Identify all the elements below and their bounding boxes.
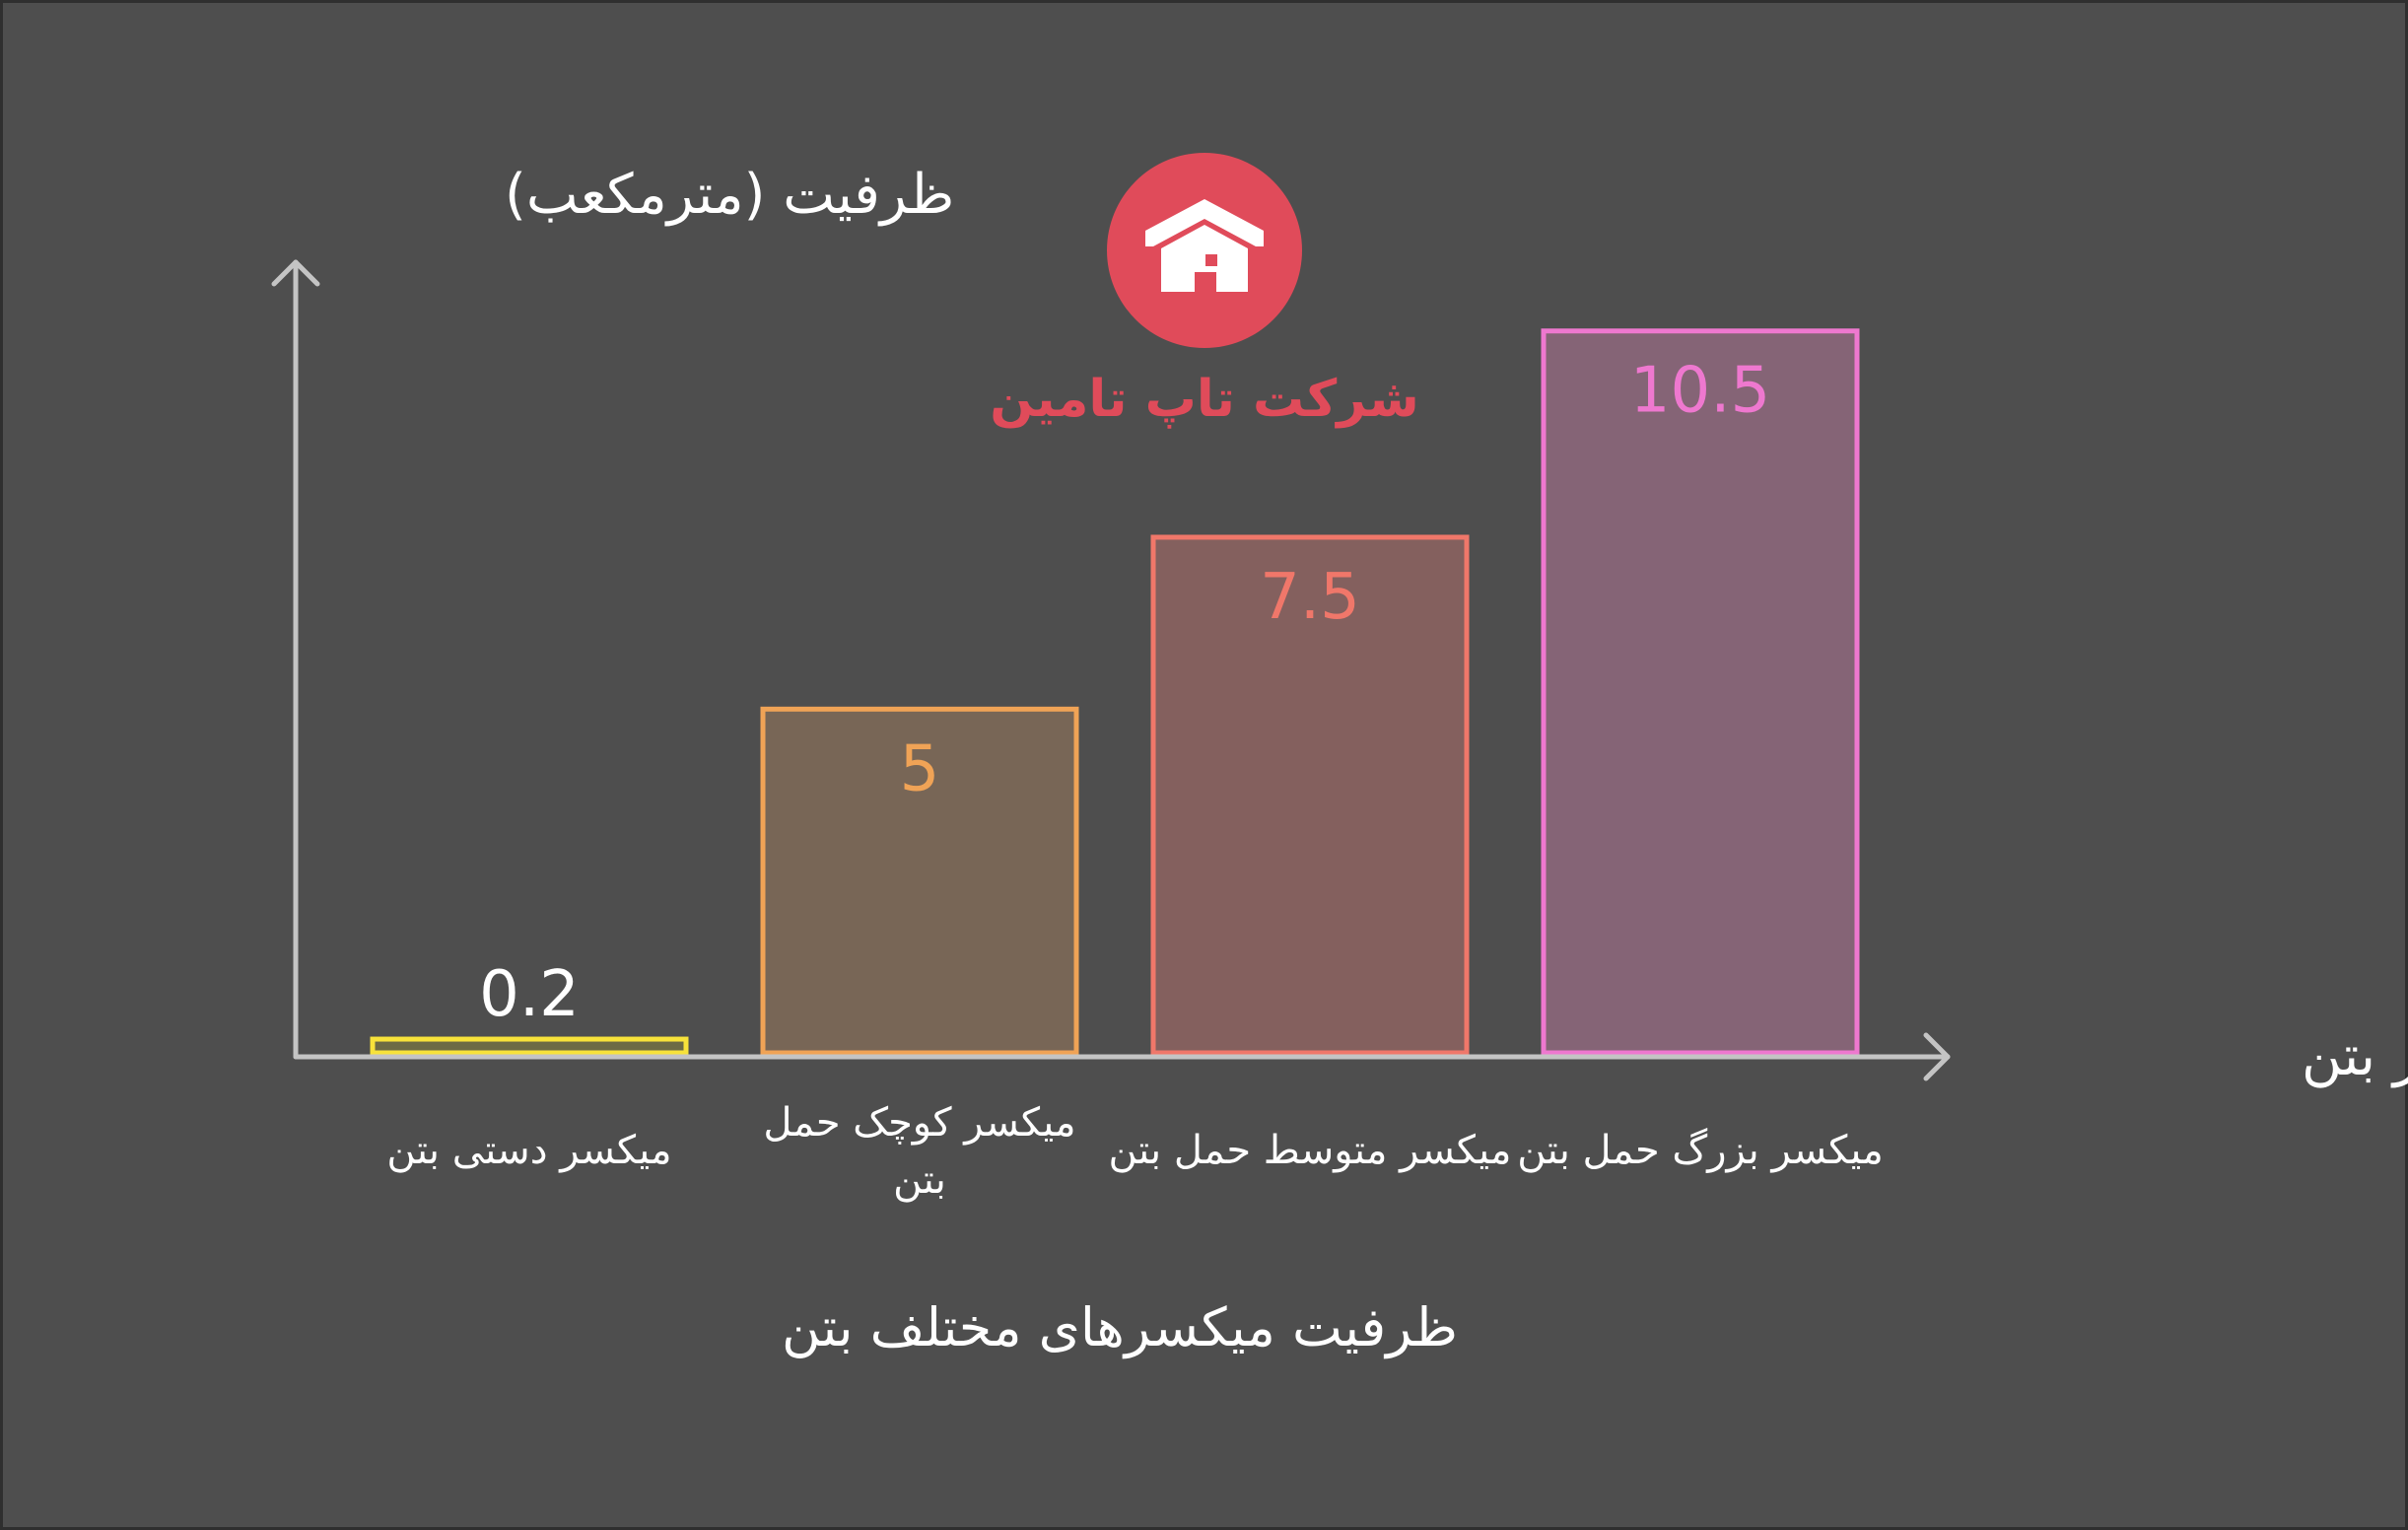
x-axis-arrow-icon xyxy=(1923,1032,1951,1081)
category-label-1: میکسر دستی بتن xyxy=(386,1128,671,1173)
bar-4 xyxy=(1541,328,1860,1056)
value-label-2: 5 xyxy=(900,732,940,805)
bars-group xyxy=(370,328,1860,1056)
category-label-2: میکسر کوچک حمل xyxy=(763,1100,1075,1146)
chart-caption: ظرفیت میکسرهای مختلف بتن xyxy=(782,1296,1458,1358)
x-axis-title: نوع میکسر بتن xyxy=(2302,1024,2408,1088)
category-labels: میکسر دستی بتن میکسر کوچک حمل بتن میکسر متو… xyxy=(386,1100,1883,1203)
bar-3 xyxy=(1150,534,1470,1056)
bar-2 xyxy=(760,706,1079,1056)
bar-1 xyxy=(370,1036,689,1056)
value-label-1: 0.2 xyxy=(479,958,580,1031)
y-axis-arrow-icon xyxy=(271,259,320,287)
house-icon xyxy=(1145,199,1264,292)
y-axis-title: ظرفیت (مترمکعب) xyxy=(505,163,954,227)
brand-logo: شرکت تاپ تامین xyxy=(990,153,1419,429)
category-label-4: میکسر بزرگ حمل بتن xyxy=(1517,1128,1884,1173)
value-label-3: 7.5 xyxy=(1260,561,1360,634)
category-label-3: میکسر متوسط حمل بتن xyxy=(1109,1128,1512,1173)
value-label-4: 10.5 xyxy=(1630,355,1771,428)
brand-name: شرکت تاپ تامین xyxy=(990,370,1419,429)
category-label-2-line2: بتن xyxy=(893,1157,946,1203)
value-labels: 0.2 5 7.5 10.5 xyxy=(479,355,1770,1031)
